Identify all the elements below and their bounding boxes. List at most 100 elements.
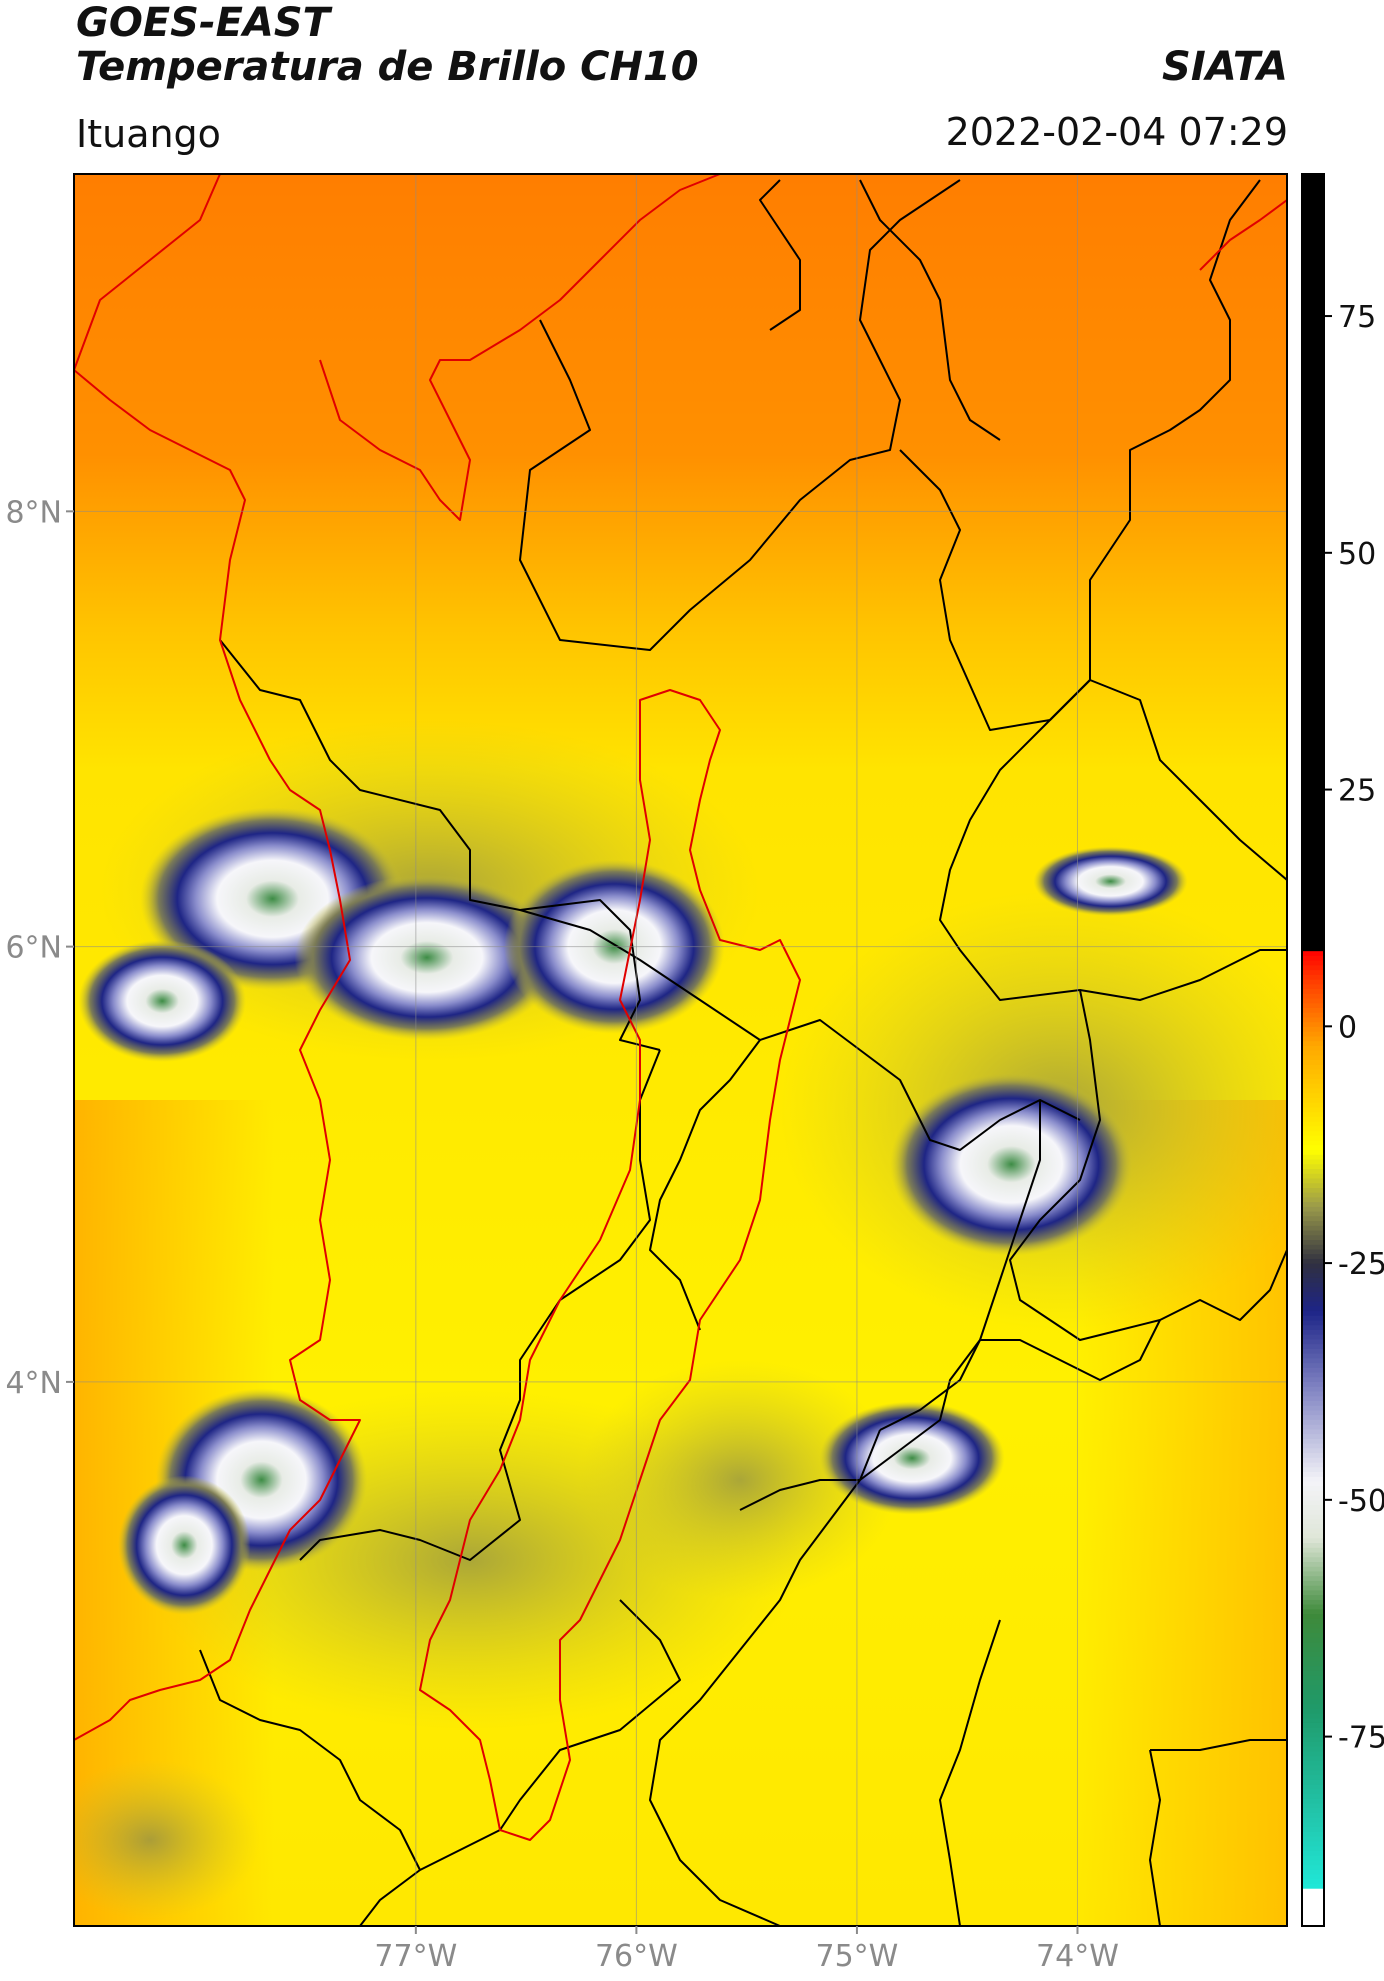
lon-tick-label: 76°W [595, 1939, 678, 1974]
colorbar-segment [1302, 1310, 1324, 1316]
lon-tick-label: 74°W [1036, 1939, 1119, 1974]
colorbar-segment [1302, 1073, 1324, 1080]
colorbar-segment [1302, 1106, 1324, 1113]
colorbar-segment [1302, 907, 1324, 914]
colorbar-segment [1302, 1883, 1324, 1889]
colorbar-segment [1302, 1409, 1324, 1416]
colorbar-segment [1302, 358, 1324, 365]
colorbar-segment [1302, 273, 1324, 279]
colorbar-segment [1302, 713, 1324, 720]
colorbar-segment [1302, 997, 1324, 1004]
cold-cloud-cell [78, 940, 247, 1062]
colorbar-segment [1302, 780, 1324, 786]
colorbar-segment [1302, 860, 1324, 866]
colorbar-segment [1302, 344, 1324, 350]
colorbar-segment [1302, 690, 1324, 696]
colorbar-segment [1302, 1050, 1324, 1056]
colorbar-segment [1302, 1315, 1324, 1321]
colorbar-tick-label: -25 [1338, 1247, 1384, 1282]
colorbar-segment [1302, 188, 1324, 194]
colorbar-segment [1302, 808, 1324, 814]
organization-label: SIATA [1162, 44, 1288, 90]
colorbar-segment [1302, 922, 1324, 928]
colorbar-segment [1302, 538, 1324, 544]
colorbar-segment [1302, 1353, 1324, 1359]
colorbar-segment [1302, 1452, 1324, 1458]
colorbar-segment [1302, 912, 1324, 919]
colorbar-segment [1302, 1698, 1324, 1705]
colorbar-segment [1302, 1424, 1324, 1430]
colorbar-segment [1302, 794, 1324, 800]
colorbar-segment [1302, 306, 1324, 312]
coastline-and-basin-borders [74, 174, 1287, 1841]
colorbar-segment [1302, 339, 1324, 346]
colorbar-segment [1302, 1414, 1324, 1420]
colorbar-segment [1302, 1466, 1324, 1473]
colorbar-segment [1302, 372, 1324, 379]
colorbar-segment [1302, 1296, 1324, 1302]
colorbar-segment [1302, 609, 1324, 615]
colorbar-segment [1302, 1532, 1324, 1539]
colorbar-segment [1302, 623, 1324, 630]
colorbar-segment [1302, 1869, 1324, 1875]
colorbar-segment [1302, 761, 1324, 767]
colorbar-segment [1302, 1130, 1324, 1136]
northeast-coastline [1199, 199, 1287, 271]
colorbar-segment [1302, 396, 1324, 402]
colorbar-segment [1302, 562, 1324, 568]
cauca-basin-outline [419, 689, 801, 1841]
colorbar-segment [1302, 813, 1324, 819]
colorbar-segment [1302, 595, 1324, 601]
colorbar-segment [1302, 1334, 1324, 1340]
colorbar-segment [1302, 424, 1324, 431]
colorbar-segment [1302, 1168, 1324, 1174]
colorbar-segment [1302, 1826, 1324, 1832]
colorbar-segment [1302, 1660, 1324, 1667]
map-border [73, 173, 1288, 1927]
lat-tick-label: 6°N [5, 931, 62, 966]
colorbar-segment [1302, 221, 1324, 227]
colorbar-segment [1302, 1215, 1324, 1222]
colorbar-segment [1302, 1277, 1324, 1283]
colorbar-segment [1302, 879, 1324, 885]
colorbar-segment [1302, 728, 1324, 734]
colorbar-segment [1302, 685, 1324, 691]
colorbar-segment [1302, 1144, 1324, 1151]
colorbar-segment [1302, 1556, 1324, 1562]
colorbar-segment [1302, 964, 1324, 971]
colorbar-segment [1302, 803, 1324, 810]
colorbar-segment [1302, 1192, 1324, 1198]
pacific-coastline [74, 369, 361, 1741]
border-line [649, 1039, 761, 1331]
colorbar-segment [1302, 448, 1324, 454]
colorbar-segment [1302, 1068, 1324, 1075]
axis-tick-labels: 77°W 76°W 75°W 74°W 8°N 6°N 4°N [5, 495, 1118, 1974]
colorbar-segment [1302, 827, 1324, 833]
colorbar-tick-label: -75 [1338, 1721, 1384, 1756]
colorbar-segment [1302, 420, 1324, 426]
colorbar-segment [1302, 770, 1324, 776]
colorbar-segment [1302, 1793, 1324, 1799]
colorbar-segment [1302, 1329, 1324, 1335]
colorbar-segment [1302, 230, 1324, 237]
colorbar-segment [1302, 1343, 1324, 1349]
colorbar-segment [1302, 1604, 1324, 1610]
colorbar-segment [1302, 1840, 1324, 1847]
colorbar-segment [1302, 817, 1324, 824]
colorbar-segment [1302, 1158, 1324, 1165]
colorbar-segment [1302, 1064, 1324, 1070]
colorbar-segment [1302, 1476, 1324, 1482]
colorbar-segment [1302, 1201, 1324, 1207]
colorbar-tick-label: 50 [1338, 537, 1376, 572]
cold-cloud-cell [1033, 846, 1188, 917]
colorbar-segment [1302, 226, 1324, 232]
colorbar-segment [1302, 969, 1324, 975]
colorbar-segment [1302, 841, 1324, 847]
colorbar-segment [1302, 1542, 1324, 1548]
colorbar-segment [1302, 1220, 1324, 1226]
colorbar-segment [1302, 974, 1324, 980]
colorbar-segment [1302, 1267, 1324, 1274]
colorbar-segment [1302, 642, 1324, 649]
colorbar-segment [1302, 557, 1324, 563]
colorbar-segment [1302, 666, 1324, 672]
